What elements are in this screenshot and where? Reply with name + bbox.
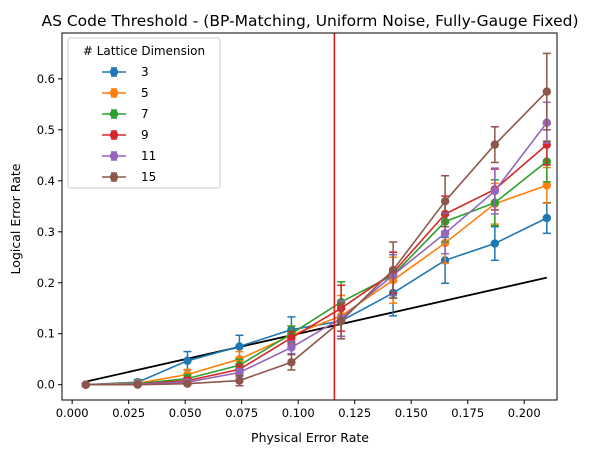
legend: # Lattice Dimension 3 5 7 9 11 15 xyxy=(67,37,221,189)
data-point xyxy=(133,380,142,389)
data-point xyxy=(542,181,552,190)
legend-item-9: 9 xyxy=(102,128,149,142)
legend-item-7: 7 xyxy=(102,107,149,121)
data-point xyxy=(336,316,346,326)
series-15 xyxy=(81,52,552,389)
legend-title: # Lattice Dimension xyxy=(83,44,205,58)
x-tick-label: 0.075 xyxy=(225,406,258,420)
reference-line xyxy=(85,276,548,383)
legend-label: 11 xyxy=(141,149,156,163)
x-tick-label: 0.000 xyxy=(56,406,89,420)
x-tick-label: 0.050 xyxy=(169,406,202,420)
legend-item-3: 3 xyxy=(102,65,149,79)
legend-label: 5 xyxy=(141,86,149,100)
legend-label: 3 xyxy=(141,65,149,79)
plot-area xyxy=(61,32,558,401)
series-line xyxy=(85,122,548,386)
data-point xyxy=(81,380,90,389)
data-point xyxy=(490,239,500,248)
y-axis: 0.0 0.1 0.2 0.3 0.4 0.5 0.6 xyxy=(37,72,62,392)
y-axis-label: Logical Error Rate xyxy=(8,163,23,274)
y-tick-label: 0.5 xyxy=(37,123,55,137)
data-point xyxy=(287,333,296,343)
data-point xyxy=(388,265,398,275)
x-axis: 0.000 0.025 0.050 0.075 0.100 0.125 0.150 0.175… xyxy=(56,400,541,420)
data-point xyxy=(287,358,296,367)
y-tick-label: 0.2 xyxy=(37,276,55,290)
x-tick-label: 0.025 xyxy=(112,406,145,420)
legend-marker xyxy=(109,130,119,140)
series-line xyxy=(85,217,548,386)
legend-marker xyxy=(109,172,119,182)
series-3 xyxy=(81,201,552,389)
series-line xyxy=(85,160,548,386)
data-point xyxy=(542,87,552,96)
x-tick-label: 0.175 xyxy=(451,406,484,420)
data-point xyxy=(287,343,296,352)
data-point xyxy=(490,140,500,149)
data-point xyxy=(235,342,244,351)
data-point xyxy=(183,356,192,365)
series-5 xyxy=(81,166,552,389)
series-11 xyxy=(81,101,552,389)
legend-marker xyxy=(109,88,119,98)
legend-marker xyxy=(109,67,119,77)
x-tick-label: 0.150 xyxy=(395,406,428,420)
y-tick-label: 0.6 xyxy=(37,72,55,86)
y-tick-label: 0.0 xyxy=(37,378,55,392)
data-point xyxy=(542,213,552,223)
legend-item-5: 5 xyxy=(102,86,149,100)
data-point xyxy=(440,197,450,206)
legend-label: 9 xyxy=(141,128,149,142)
x-tick-label: 0.125 xyxy=(338,406,371,420)
x-tick-label: 0.200 xyxy=(508,406,541,420)
series-line xyxy=(85,184,548,386)
legend-marker xyxy=(109,109,119,119)
x-axis-label: Physical Error Rate xyxy=(251,430,369,445)
y-tick-label: 0.3 xyxy=(37,225,55,239)
y-tick-label: 0.1 xyxy=(37,327,55,341)
data-point xyxy=(235,368,244,377)
series-line xyxy=(85,91,548,386)
data-point xyxy=(490,186,500,196)
plot-frame xyxy=(61,32,558,401)
legend-item-15: 15 xyxy=(102,170,156,184)
chart-title: AS Code Threshold - (BP-Matching, Unifor… xyxy=(41,12,578,30)
legend-label: 15 xyxy=(141,170,156,184)
legend-marker xyxy=(109,151,119,161)
legend-item-11: 11 xyxy=(102,149,156,163)
data-point xyxy=(235,376,244,385)
y-tick-label: 0.4 xyxy=(37,174,55,188)
legend-label: 7 xyxy=(141,107,149,121)
legend-box xyxy=(67,37,221,189)
x-tick-label: 0.100 xyxy=(282,406,315,420)
data-point xyxy=(183,379,192,388)
data-point xyxy=(440,229,450,238)
